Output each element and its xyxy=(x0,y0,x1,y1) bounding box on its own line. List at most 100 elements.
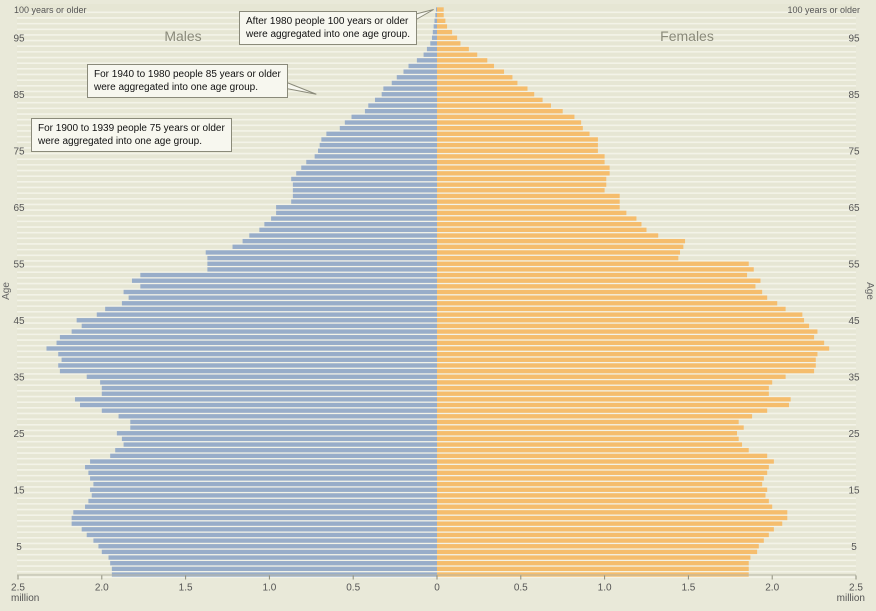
female-bar-age-32 xyxy=(437,391,769,396)
male-bar-age-67 xyxy=(292,193,437,199)
x-tick-label: 1.0 xyxy=(262,583,276,594)
x-tick-label: 2.0 xyxy=(765,583,779,594)
male-bar-age-84 xyxy=(374,97,437,103)
annotation-after-1980: After 1980 people 100 years or older wer… xyxy=(239,11,418,45)
male-bar-age-77 xyxy=(321,137,437,142)
y-tick-label-left: 55 xyxy=(13,259,25,270)
female-bar-age-39 xyxy=(437,351,818,357)
female-bar-age-24 xyxy=(437,436,739,442)
male-bar-age-46 xyxy=(96,312,437,317)
annotation-after-1980-line-1: After 1980 people 100 years or older xyxy=(246,16,409,27)
female-bar-age-17 xyxy=(437,476,764,481)
annotation-1900-1939-line-2: were aggregated into one age group. xyxy=(38,136,203,147)
female-bar-age-37 xyxy=(437,363,816,368)
male-bar-age-45 xyxy=(76,318,437,323)
female-bar-age-77 xyxy=(437,137,598,142)
female-bar-age-64 xyxy=(437,210,627,216)
male-bar-age-4 xyxy=(101,549,438,555)
female-bar-age-6 xyxy=(437,538,764,543)
female-bar-age-15 xyxy=(437,487,768,492)
male-bar-age-79 xyxy=(339,125,437,131)
female-bar-age-59 xyxy=(437,238,686,244)
female-bar-age-31 xyxy=(437,397,791,402)
male-bar-age-94 xyxy=(430,41,437,46)
female-bar-age-30 xyxy=(437,402,789,408)
female-bar-age-80 xyxy=(437,120,582,125)
male-bar-age-14 xyxy=(91,493,437,498)
male-bar-age-60 xyxy=(249,233,437,238)
top-age-label-right: 100 years or older xyxy=(787,5,860,15)
y-tick-label-right: 5 xyxy=(851,542,857,553)
female-bar-age-51 xyxy=(437,284,756,289)
female-bar-age-71 xyxy=(437,171,610,176)
female-bar-age-67 xyxy=(437,193,620,199)
males-label: Males xyxy=(164,28,201,44)
male-bar-age-83 xyxy=(368,103,437,108)
male-bar-age-74 xyxy=(314,154,437,159)
female-bar-age-70 xyxy=(437,176,607,182)
female-bar-age-9 xyxy=(437,521,783,526)
female-bar-age-87 xyxy=(437,80,518,86)
male-bar-age-40 xyxy=(46,346,437,351)
male-bar-age-86 xyxy=(383,86,437,91)
female-bar-age-95 xyxy=(437,35,458,40)
female-bar-age-23 xyxy=(437,442,743,447)
male-bar-age-62 xyxy=(264,222,437,227)
male-bar-age-82 xyxy=(364,109,437,114)
female-bar-age-19 xyxy=(437,464,769,470)
female-bar-age-4 xyxy=(437,549,758,555)
females-label: Females xyxy=(660,28,714,44)
x-tick-label: 2.0 xyxy=(95,583,109,594)
female-bar-age-74 xyxy=(437,154,605,159)
y-tick-label-right: 45 xyxy=(848,316,860,327)
top-age-label-left: 100 years or older xyxy=(14,5,87,15)
male-bar-age-91 xyxy=(416,58,437,63)
female-bar-age-93 xyxy=(437,46,469,52)
male-bar-age-1 xyxy=(111,566,437,572)
annotation-1940-1980-line-1: For 1940 to 1980 people 85 years or olde… xyxy=(94,69,281,80)
male-bar-age-49 xyxy=(128,295,437,300)
male-bar-age-31 xyxy=(74,397,437,402)
female-bar-age-83 xyxy=(437,103,551,108)
x-unit-left: million xyxy=(11,593,39,604)
y-tick-label-right: 95 xyxy=(848,33,860,44)
male-bar-age-97 xyxy=(433,24,437,29)
y-tick-label-right: 85 xyxy=(848,90,860,101)
male-bar-age-80 xyxy=(344,120,437,125)
male-bar-age-48 xyxy=(121,301,438,306)
male-bar-age-28 xyxy=(118,414,437,419)
female-bar-age-92 xyxy=(437,52,478,57)
female-bar-age-62 xyxy=(437,222,642,227)
female-bar-age-61 xyxy=(437,227,647,233)
male-bar-age-21 xyxy=(110,453,438,459)
female-bar-age-60 xyxy=(437,233,659,238)
female-bar-age-45 xyxy=(437,318,805,323)
female-bar-age-5 xyxy=(437,544,759,549)
male-bar-age-70 xyxy=(291,176,437,182)
female-bar-age-90 xyxy=(437,63,494,69)
x-tick-label: 2.5 xyxy=(11,583,25,594)
female-bar-age-76 xyxy=(437,142,598,148)
female-bar-age-50 xyxy=(437,289,763,295)
female-bar-age-63 xyxy=(437,216,637,221)
female-bar-age-84 xyxy=(437,97,543,103)
male-bar-age-44 xyxy=(81,323,438,329)
male-bar-age-55 xyxy=(207,261,437,266)
male-bar-age-35 xyxy=(86,374,437,379)
female-bar-age-20 xyxy=(437,459,774,464)
female-bar-age-40 xyxy=(437,346,830,351)
x-unit-right: million xyxy=(837,593,865,604)
y-tick-label-right: 25 xyxy=(848,429,860,440)
female-bar-age-26 xyxy=(437,425,744,430)
male-bar-age-34 xyxy=(100,380,438,385)
male-bar-age-54 xyxy=(207,267,437,272)
male-bar-age-2 xyxy=(110,561,438,566)
male-bar-age-25 xyxy=(116,431,437,436)
y-tick-label-left: 75 xyxy=(13,146,25,157)
female-bar-age-35 xyxy=(437,374,786,379)
male-bar-age-57 xyxy=(205,250,437,255)
female-bar-age-10 xyxy=(437,515,788,521)
y-tick-label-left: 25 xyxy=(13,429,25,440)
female-bar-age-78 xyxy=(437,131,590,136)
male-bar-age-15 xyxy=(90,487,438,492)
